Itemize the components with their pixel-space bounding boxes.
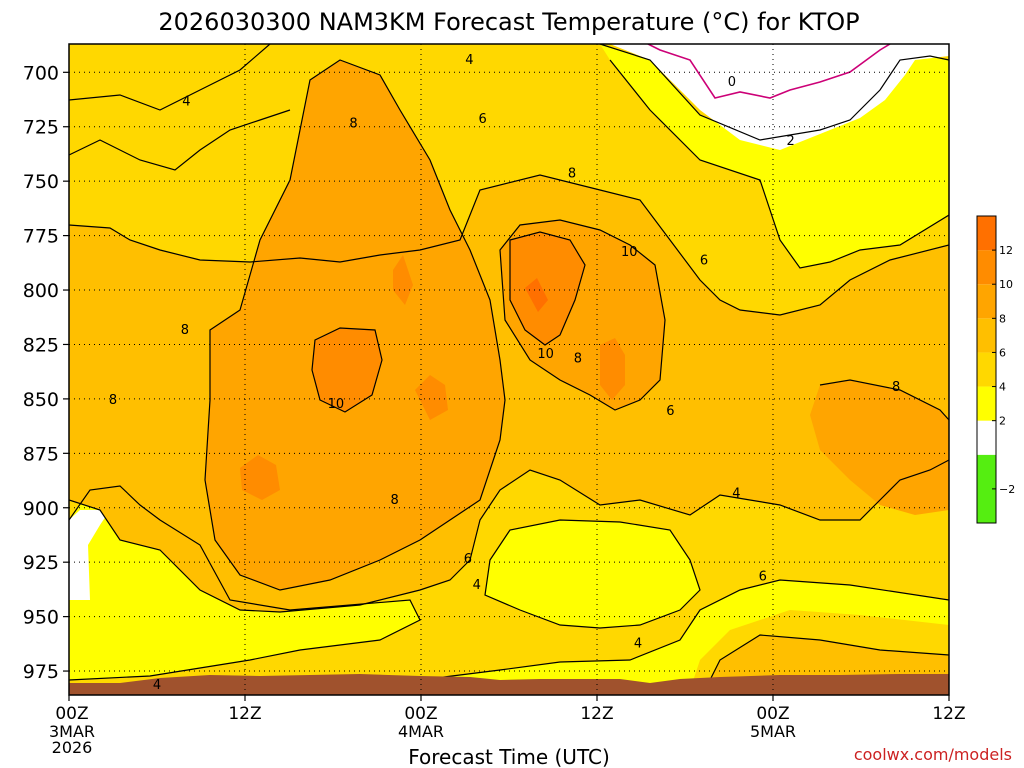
colorbar-tick-label: 8 bbox=[999, 312, 1006, 325]
fill-band-8-10 bbox=[205, 60, 505, 590]
zero-contour bbox=[647, 44, 891, 99]
contour-label: 4 bbox=[732, 487, 740, 502]
contour-lines bbox=[69, 44, 949, 691]
colorbar-bin bbox=[977, 250, 996, 285]
colorbar-tick-label: 12 bbox=[999, 244, 1013, 257]
contour-label: 4 bbox=[153, 678, 161, 693]
y-axis-ticks: 700 725 750 775 800 825 850 875 900 925 950 975 bbox=[23, 62, 69, 683]
contour-label: 4 bbox=[465, 53, 473, 68]
contour-label: 2 bbox=[786, 134, 794, 149]
y-tick-label: 975 bbox=[23, 661, 59, 683]
y-tick-label: 700 bbox=[23, 62, 59, 84]
fill-band-2-4-top bbox=[600, 44, 949, 268]
y-tick-label: 850 bbox=[23, 389, 59, 411]
colorbar-bin bbox=[977, 318, 996, 353]
fill-band-12-14 bbox=[525, 278, 548, 312]
colorbar-bin bbox=[977, 454, 996, 523]
y-tick-label: 775 bbox=[23, 226, 59, 248]
x-tick-date: 5MAR bbox=[750, 722, 796, 741]
plot-fill bbox=[69, 44, 949, 695]
contour-label: 8 bbox=[390, 493, 398, 508]
fill-band-10-12-a bbox=[312, 328, 382, 412]
fill-band-10-12-b bbox=[510, 232, 585, 345]
contour-label: 0 bbox=[728, 75, 736, 90]
x-tick-label: 12Z bbox=[932, 704, 965, 724]
x-tick-date: 4MAR bbox=[398, 722, 444, 741]
contour-label: 4 bbox=[634, 637, 642, 652]
colorbar-bin bbox=[977, 352, 996, 387]
x-tick-label: 00Z bbox=[55, 704, 88, 724]
contour-label: 6 bbox=[666, 404, 674, 419]
credit-text: coolwx.com/models bbox=[854, 745, 1012, 764]
ground bbox=[69, 674, 949, 695]
fill-band-10-12-e bbox=[240, 455, 280, 500]
contour-label: 8 bbox=[892, 380, 900, 395]
contour-label: 4 bbox=[473, 578, 481, 593]
fill-band-10-12-c bbox=[600, 338, 625, 400]
time-gridlines bbox=[244, 44, 774, 695]
x-tick-year: 2026 bbox=[52, 738, 93, 757]
plot-frame bbox=[68, 43, 950, 696]
contour-label: 4 bbox=[182, 95, 190, 110]
contour-label: 8 bbox=[349, 116, 357, 131]
colorbar-bin bbox=[977, 216, 996, 251]
contour-label: 6 bbox=[759, 569, 767, 584]
pressure-gridlines bbox=[69, 71, 949, 672]
y-tick-label: 800 bbox=[23, 280, 59, 302]
contour-label: 8 bbox=[568, 166, 576, 181]
colorbar-bin bbox=[977, 420, 996, 455]
contour-label: 8 bbox=[181, 323, 189, 338]
x-tick-date: 3MAR bbox=[49, 722, 95, 741]
y-tick-label: 825 bbox=[23, 334, 59, 356]
y-tick-label: 725 bbox=[23, 117, 59, 139]
y-tick-label: 900 bbox=[23, 498, 59, 520]
colorbar: 12 10 8 6 4 2 −2 bbox=[976, 215, 1015, 524]
fill-band-0-2-left bbox=[69, 510, 110, 600]
fill-band-10-12-f bbox=[415, 375, 448, 420]
colorbar-tick-label: 2 bbox=[999, 415, 1006, 428]
x-axis-title: Forecast Time (UTC) bbox=[408, 745, 610, 768]
fill-band-8-10-right bbox=[810, 380, 949, 515]
colorbar-bin bbox=[977, 386, 996, 421]
contour-label: 10 bbox=[621, 245, 638, 260]
y-tick-label: 875 bbox=[23, 443, 59, 465]
fill-band-10-12-d bbox=[393, 255, 413, 305]
contour-label: 6 bbox=[478, 112, 486, 127]
chart-title: 2026030300 NAM3KM Forecast Temperature (… bbox=[158, 8, 859, 36]
contour-label: 6 bbox=[464, 552, 472, 567]
colorbar-tick-label: −2 bbox=[999, 483, 1015, 496]
colorbar-tick-label: 10 bbox=[999, 278, 1013, 291]
contour-label: 8 bbox=[109, 393, 117, 408]
contour-label: 6 bbox=[700, 254, 708, 269]
x-tick-label: 00Z bbox=[404, 704, 437, 724]
colorbar-tick-label: 4 bbox=[999, 381, 1006, 394]
x-tick-label: 12Z bbox=[580, 704, 613, 724]
colorbar-frame bbox=[976, 215, 997, 524]
x-tick-label: 00Z bbox=[756, 704, 789, 724]
fill-band-2-4-mid bbox=[485, 520, 700, 628]
y-tick-label: 950 bbox=[23, 607, 59, 629]
fill-band-0-2 bbox=[610, 44, 949, 150]
y-tick-label: 925 bbox=[23, 552, 59, 574]
colorbar-tick-label: 6 bbox=[999, 346, 1006, 359]
colorbar-bin bbox=[977, 284, 996, 319]
contour-label: 10 bbox=[328, 397, 345, 412]
contour-label: 10 bbox=[537, 347, 554, 362]
y-tick-label: 750 bbox=[23, 171, 59, 193]
contour-label: 8 bbox=[574, 352, 582, 367]
x-tick-label: 12Z bbox=[228, 704, 261, 724]
